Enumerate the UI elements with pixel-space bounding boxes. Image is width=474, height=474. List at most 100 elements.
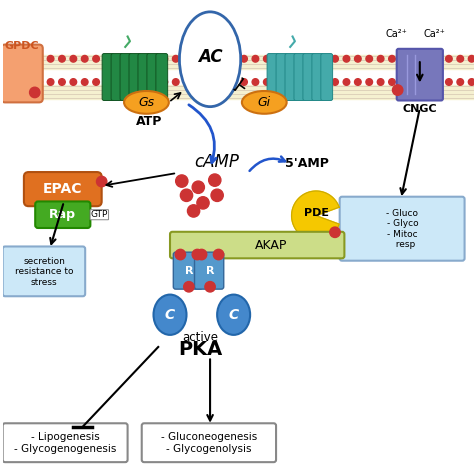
Circle shape	[127, 55, 134, 62]
FancyBboxPatch shape	[138, 54, 150, 100]
Text: EPAC: EPAC	[43, 182, 82, 196]
Circle shape	[400, 55, 407, 62]
Circle shape	[2, 79, 9, 85]
Circle shape	[264, 79, 270, 85]
Circle shape	[286, 55, 293, 62]
Circle shape	[161, 55, 168, 62]
Ellipse shape	[124, 91, 169, 114]
FancyBboxPatch shape	[173, 252, 202, 289]
Circle shape	[59, 79, 65, 85]
Circle shape	[36, 79, 43, 85]
Text: - Gluco
- Glyco
- Mitoc
  resp: - Gluco - Glyco - Mitoc resp	[386, 209, 419, 249]
Circle shape	[25, 55, 31, 62]
Circle shape	[195, 55, 202, 62]
Text: GTP: GTP	[91, 210, 108, 219]
Circle shape	[207, 55, 213, 62]
Ellipse shape	[180, 12, 241, 107]
Ellipse shape	[242, 91, 287, 114]
Circle shape	[97, 176, 107, 187]
Circle shape	[47, 55, 54, 62]
Circle shape	[93, 79, 100, 85]
Circle shape	[116, 79, 122, 85]
Circle shape	[320, 79, 327, 85]
FancyBboxPatch shape	[3, 423, 128, 462]
Circle shape	[173, 79, 179, 85]
FancyBboxPatch shape	[321, 54, 333, 100]
FancyBboxPatch shape	[120, 54, 132, 100]
Text: C: C	[228, 308, 239, 322]
Circle shape	[275, 55, 282, 62]
Circle shape	[411, 79, 418, 85]
FancyBboxPatch shape	[267, 54, 279, 100]
FancyBboxPatch shape	[194, 252, 224, 289]
Circle shape	[241, 79, 247, 85]
Circle shape	[252, 55, 259, 62]
Circle shape	[70, 55, 77, 62]
Circle shape	[161, 79, 168, 85]
Circle shape	[173, 55, 179, 62]
Circle shape	[400, 79, 407, 85]
Circle shape	[392, 85, 403, 95]
Circle shape	[138, 79, 145, 85]
Text: PKA: PKA	[179, 340, 223, 359]
Text: ATP: ATP	[136, 115, 162, 128]
Ellipse shape	[217, 294, 250, 335]
Circle shape	[181, 189, 192, 201]
FancyBboxPatch shape	[294, 54, 306, 100]
Circle shape	[93, 55, 100, 62]
Circle shape	[377, 55, 384, 62]
FancyBboxPatch shape	[147, 54, 159, 100]
FancyBboxPatch shape	[129, 54, 141, 100]
Text: secretion
resistance to
stress: secretion resistance to stress	[15, 257, 73, 286]
Circle shape	[229, 79, 236, 85]
Circle shape	[213, 249, 224, 260]
Circle shape	[332, 55, 338, 62]
Text: cAMP: cAMP	[195, 153, 239, 171]
Circle shape	[343, 79, 350, 85]
Circle shape	[184, 55, 191, 62]
Bar	[3, 55, 474, 69]
Circle shape	[211, 189, 223, 201]
Circle shape	[25, 79, 31, 85]
Circle shape	[196, 249, 207, 260]
Bar	[3, 85, 474, 99]
Circle shape	[468, 55, 474, 62]
Circle shape	[330, 227, 340, 237]
Text: - Gluconeogenesis
- Glycogenolysis: - Gluconeogenesis - Glycogenolysis	[161, 432, 257, 454]
Circle shape	[332, 79, 338, 85]
Circle shape	[389, 79, 395, 85]
Text: 5'AMP: 5'AMP	[285, 157, 328, 170]
FancyBboxPatch shape	[340, 197, 465, 261]
Circle shape	[434, 55, 441, 62]
Circle shape	[457, 55, 464, 62]
Polygon shape	[292, 191, 339, 240]
Circle shape	[184, 79, 191, 85]
Text: Ca²⁺: Ca²⁺	[385, 29, 407, 39]
FancyBboxPatch shape	[285, 54, 297, 100]
FancyBboxPatch shape	[397, 49, 443, 100]
Circle shape	[366, 79, 373, 85]
Circle shape	[298, 79, 304, 85]
Circle shape	[192, 181, 204, 193]
Circle shape	[150, 55, 156, 62]
Circle shape	[104, 79, 111, 85]
Circle shape	[209, 174, 221, 186]
Circle shape	[241, 55, 247, 62]
FancyBboxPatch shape	[142, 423, 276, 462]
Circle shape	[366, 55, 373, 62]
Text: R: R	[206, 265, 214, 276]
Circle shape	[197, 197, 209, 209]
Circle shape	[207, 79, 213, 85]
Circle shape	[13, 79, 20, 85]
Text: Ca²⁺: Ca²⁺	[423, 29, 445, 39]
Circle shape	[355, 79, 361, 85]
Text: active: active	[182, 331, 219, 344]
Text: GPDC: GPDC	[4, 41, 39, 51]
Text: C: C	[165, 308, 175, 322]
Circle shape	[457, 79, 464, 85]
FancyBboxPatch shape	[156, 54, 168, 100]
Circle shape	[13, 55, 20, 62]
Circle shape	[320, 55, 327, 62]
Circle shape	[127, 79, 134, 85]
Circle shape	[377, 79, 384, 85]
